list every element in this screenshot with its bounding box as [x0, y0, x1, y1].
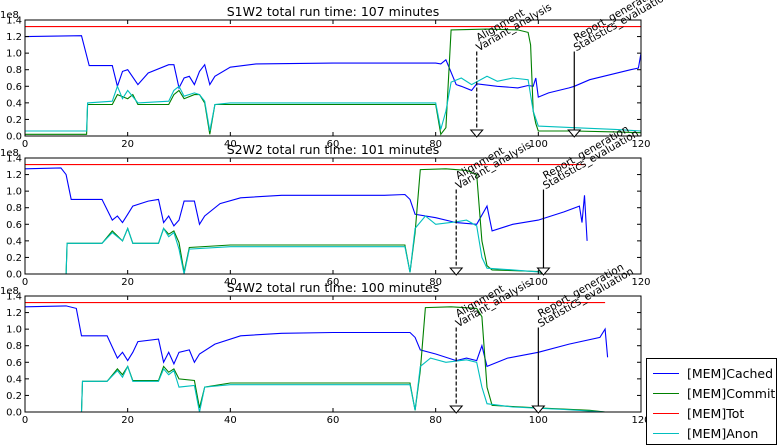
legend-item-tot: [MEM]Tot [653, 403, 776, 423]
y-tick-label-2-2: 0.4 [6, 374, 22, 385]
y-tick-label-0-3: 0.6 [6, 82, 22, 93]
legend-swatch-tot [653, 412, 679, 414]
series-line-1-0 [24, 167, 588, 241]
y-tick-label-1-6: 1.2 [6, 170, 22, 181]
legend: [MEM]Cached [MEM]Commit [MEM]Tot [MEM]An… [646, 358, 777, 445]
x-tick-label-2-0: 0 [22, 415, 28, 426]
annotation-label-2-3: Statistics_evaluation [536, 265, 636, 330]
y-tick-label-1-4: 0.8 [6, 203, 22, 214]
x-tick-label-0-6: 120 [631, 139, 650, 150]
series-line-0-0 [24, 35, 642, 98]
y-tick-label-2-5: 1.0 [6, 325, 22, 336]
annotation-arrow-head-2-1 [531, 405, 546, 414]
legend-label-cached: [MEM]Cached [687, 365, 774, 381]
legend-swatch-anon [653, 432, 679, 434]
annotation-arrow-head-2-0 [449, 405, 464, 414]
series-line-2-3 [25, 357, 606, 413]
annotation-arrow-head-0-0 [469, 129, 484, 138]
x-tick-label-1-4: 80 [429, 277, 442, 288]
x-tick-label-1-6: 120 [631, 277, 650, 288]
y-tick-label-2-3: 0.6 [6, 358, 22, 369]
x-tick-label-2-6: 120 [631, 415, 650, 426]
y-tick-label-0-5: 1.0 [6, 49, 22, 60]
series-line-2-1 [25, 306, 606, 413]
x-tick-label-0-4: 80 [429, 139, 442, 150]
y-tick-label-0-0: 0.0 [6, 132, 22, 143]
y-tick-label-1-2: 0.4 [6, 236, 22, 247]
series-line-1-3 [25, 215, 544, 275]
y-tick-label-1-7: 1.4 [6, 154, 22, 165]
y-tick-label-2-7: 1.4 [6, 292, 22, 303]
series-line-2-0 [24, 305, 609, 368]
x-tick-label-0-0: 0 [22, 139, 28, 150]
y-tick-label-0-7: 1.4 [6, 16, 22, 27]
annotation-arrow-head-1-0 [449, 267, 464, 276]
plot-frame-0 [24, 19, 642, 137]
y-scale-label-0: 1e8 [0, 10, 19, 21]
y-tick-label-1-5: 1.0 [6, 187, 22, 198]
y-scale-label-2: 1e8 [0, 286, 19, 297]
legend-label-anon: [MEM]Anon [687, 425, 759, 441]
x-tick-label-1-2: 40 [224, 277, 237, 288]
chart-title-0: S1W2 total run time: 107 minutes [227, 4, 440, 19]
y-tick-label-0-6: 1.2 [6, 32, 22, 43]
legend-swatch-commit [653, 392, 679, 394]
y-tick-label-1-3: 0.6 [6, 220, 22, 231]
y-tick-label-1-0: 0.0 [6, 270, 22, 281]
x-tick-label-1-5: 100 [529, 277, 548, 288]
annotation-arrow-head-1-1 [536, 267, 551, 276]
x-tick-label-0-5: 100 [529, 139, 548, 150]
legend-item-anon: [MEM]Anon [653, 423, 776, 443]
y-tick-label-2-0: 0.0 [6, 408, 22, 419]
y-tick-label-0-1: 0.2 [6, 115, 22, 126]
x-tick-label-2-2: 40 [224, 415, 237, 426]
y-tick-label-2-1: 0.2 [6, 391, 22, 402]
legend-item-commit: [MEM]Commit [653, 383, 776, 403]
y-scale-label-1: 1e8 [0, 148, 19, 159]
series-line-0-3 [25, 75, 642, 132]
x-tick-label-1-0: 0 [22, 277, 28, 288]
x-tick-label-0-1: 20 [121, 139, 134, 150]
chart-title-2: S4W2 total run time: 100 minutes [227, 280, 440, 295]
legend-swatch-cached [653, 372, 679, 374]
x-tick-label-0-2: 40 [224, 139, 237, 150]
annotation-arrow-head-0-1 [567, 129, 582, 138]
x-tick-label-2-3: 60 [327, 415, 340, 426]
y-tick-label-1-1: 0.2 [6, 253, 22, 264]
legend-label-commit: [MEM]Commit [687, 385, 776, 401]
x-tick-label-0-3: 60 [327, 139, 340, 150]
y-tick-label-2-4: 0.8 [6, 341, 22, 352]
legend-label-tot: [MEM]Tot [687, 405, 745, 421]
x-tick-label-1-1: 20 [121, 277, 134, 288]
x-tick-label-2-5: 100 [529, 415, 548, 426]
legend-item-cached: [MEM]Cached [653, 363, 776, 383]
annotation-label-1-3: Statistics_evaluation [541, 127, 641, 192]
chart-title-1: S2W2 total run time: 101 minutes [227, 142, 440, 157]
y-tick-label-0-4: 0.8 [6, 65, 22, 76]
y-tick-label-2-6: 1.2 [6, 308, 22, 319]
x-tick-label-2-1: 20 [121, 415, 134, 426]
series-line-0-1 [25, 28, 642, 136]
x-tick-label-1-3: 60 [327, 277, 340, 288]
y-tick-label-0-2: 0.4 [6, 98, 22, 109]
x-tick-label-2-4: 80 [429, 415, 442, 426]
